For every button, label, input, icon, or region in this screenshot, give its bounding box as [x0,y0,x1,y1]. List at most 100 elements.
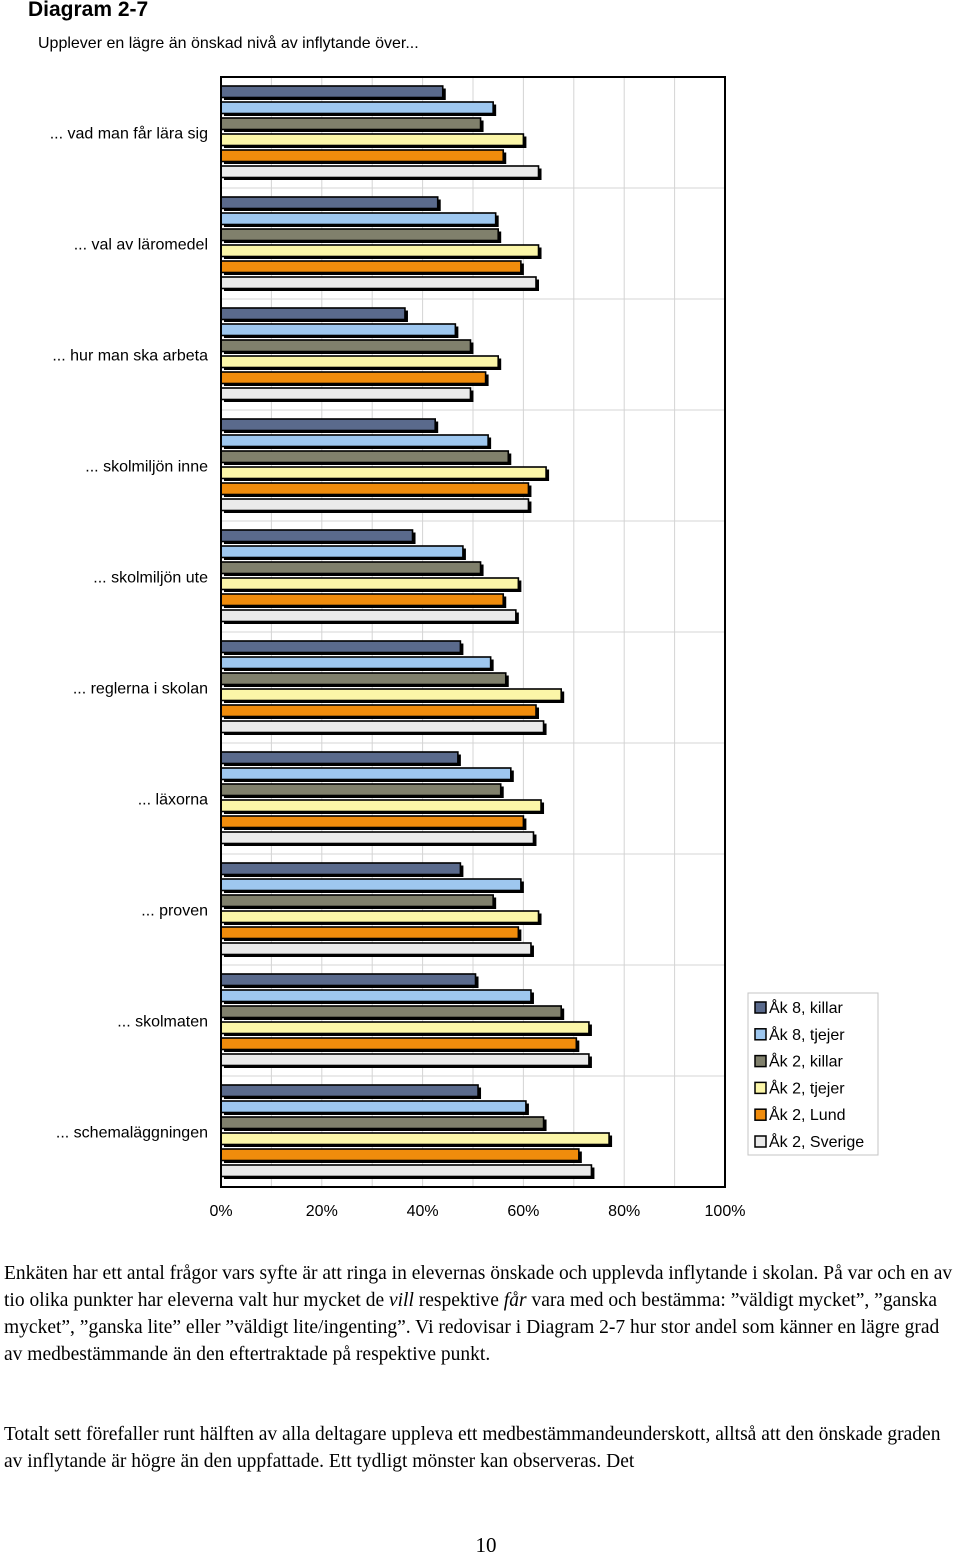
page-number: 10 [475,1533,497,1557]
bar [220,815,525,829]
bar [220,307,406,321]
bar [220,672,507,686]
bar [220,767,512,781]
category-label: ... skolmiljön inne [85,459,208,476]
category-label: ... proven [141,903,208,920]
bar [220,196,439,210]
bar [220,973,477,987]
legend-swatch [754,1054,767,1068]
bar [220,1084,479,1098]
bar [220,751,459,765]
legend-label: Åk 8, killar [769,998,843,1017]
emphasis-text: vill [388,1290,414,1311]
bar [220,85,444,99]
bar [220,212,497,226]
bar [220,387,472,401]
bar [220,862,462,876]
bar [220,276,537,290]
bar [220,1132,610,1146]
bar [220,910,540,924]
bar [220,260,522,274]
legend-swatch [754,1028,767,1041]
category-label: ... hur man ska arbeta [52,348,208,365]
bar [220,1148,580,1162]
legend-swatch [754,1108,767,1121]
bar [220,640,462,654]
bar [220,434,489,448]
bar [220,799,542,813]
bar [220,466,547,480]
bar [220,498,530,512]
legend-label: Åk 2, Lund [769,1105,846,1124]
legend-swatch [754,1135,767,1148]
bar [220,720,545,734]
bar [220,371,487,385]
bar [220,704,537,718]
bar [220,117,482,131]
category-label: ... skolmaten [117,1014,208,1031]
plot-frame [220,76,726,1188]
bar [220,1005,563,1019]
bar [220,783,502,797]
bar [220,1037,578,1051]
x-tick-label: 80% [608,1203,640,1220]
bar [220,656,492,670]
bar [220,1100,527,1114]
category-label: ... val av läromedel [74,237,208,254]
bar [220,165,540,179]
x-tick-label: 40% [407,1203,439,1220]
category-label: ... reglerna i skolan [73,681,208,698]
legend-swatch [754,1081,767,1095]
bar [220,926,520,940]
category-label: ... läxorna [138,792,208,809]
bar [220,339,472,353]
paragraph-text: Enkäten har ett antal frågor vars syfte … [4,1263,953,1311]
legend-label: Åk 2, tjejer [769,1078,845,1097]
bar [220,609,517,623]
x-tick-label: 20% [306,1203,338,1220]
bar [220,545,464,559]
category-label: ... schemaläggningen [56,1125,208,1142]
bar [220,894,494,908]
emphasis-text: får [503,1290,527,1311]
bar [220,1053,590,1067]
category-label: ... vad man får lära sig [50,125,208,143]
bar [220,482,530,496]
legend-label: Åk 2, killar [769,1052,843,1071]
bar [220,101,494,115]
chart-title: Upplever en lägre än önskad nivå av infl… [38,35,419,52]
bar [220,831,535,845]
legend-box [747,992,879,1156]
legend-swatch [754,1001,767,1014]
bar [220,244,540,258]
diagram-label: Diagram 2-7 [28,0,149,21]
paragraph-text: respektive [413,1290,504,1311]
bar [220,228,500,242]
legend-label: Åk 2, Sverige [769,1132,864,1151]
bar [220,942,532,956]
paragraph-text: vara med och bestämma: ”väldigt mycket”,… [4,1290,940,1365]
bar [220,1116,545,1130]
bar [220,561,482,575]
bar [220,355,500,369]
x-tick-label: 60% [507,1203,539,1220]
bar [220,149,505,163]
category-label: ... skolmiljön ute [93,570,208,587]
body-paragraph-1: Enkäten har ett antal frågor vars syfte … [4,1260,958,1368]
bar [220,878,522,892]
bar [220,133,525,147]
x-tick-label: 100% [705,1203,746,1220]
bar [220,688,563,702]
bar-chart: ... vad man får lära sig ... val av lärom… [50,76,879,1220]
bar [220,593,505,607]
bar [220,577,520,591]
bar [220,1021,590,1035]
bar [220,529,414,543]
bar [220,989,532,1003]
bar [220,418,436,432]
bar [220,323,457,337]
legend-label: Åk 8, tjejer [769,1025,845,1044]
body-paragraph-2: Totalt sett förefaller runt hälften av a… [4,1424,941,1472]
x-tick-label: 0% [209,1203,232,1220]
bar [220,1164,593,1178]
